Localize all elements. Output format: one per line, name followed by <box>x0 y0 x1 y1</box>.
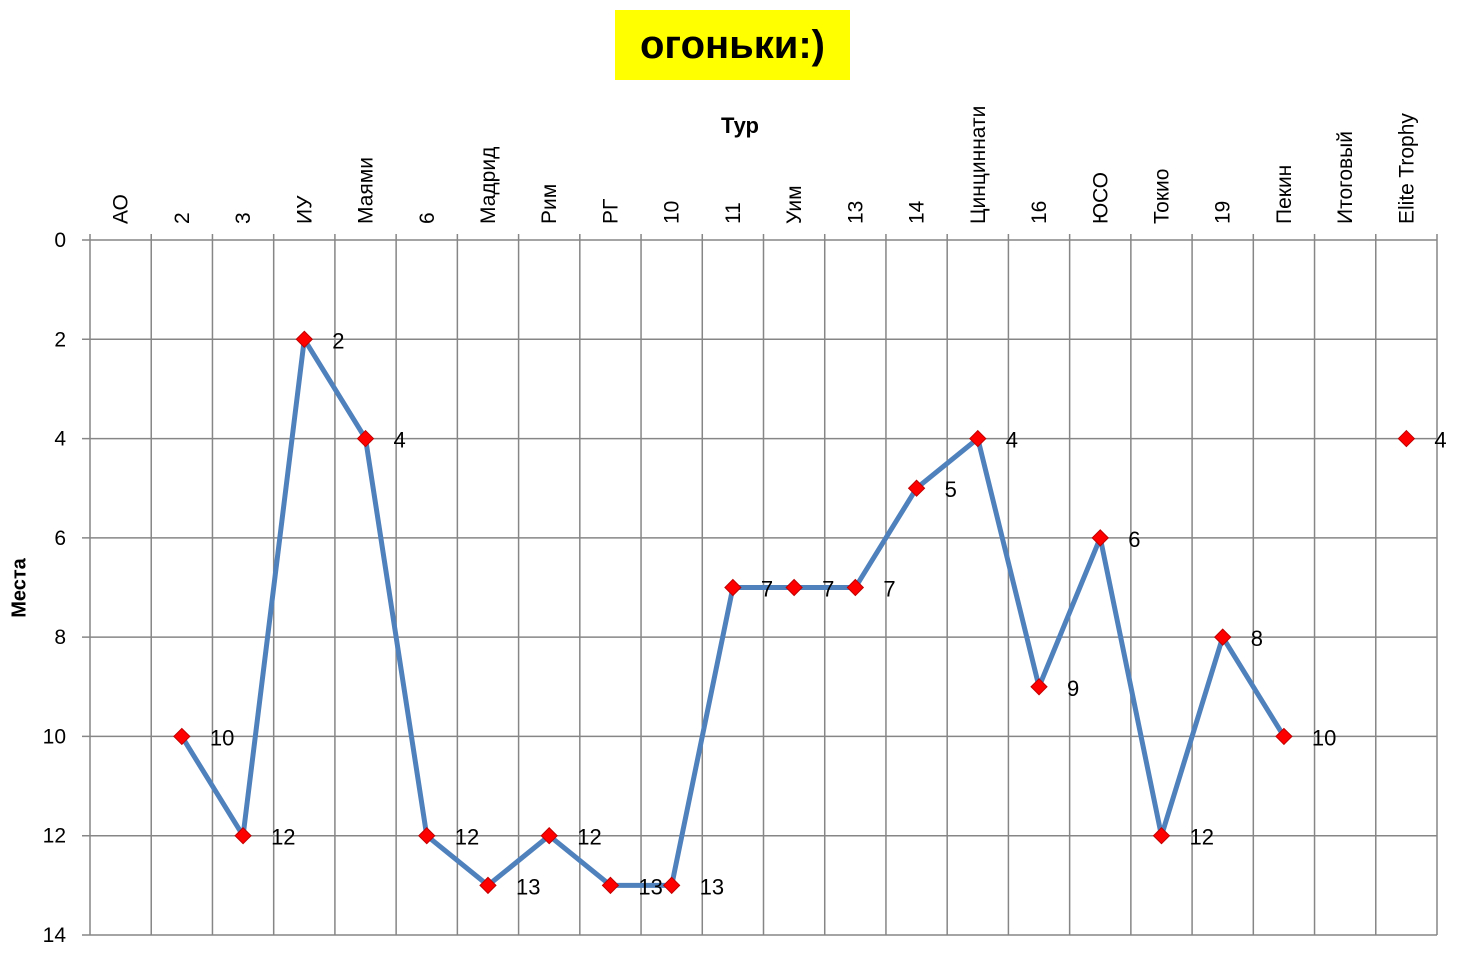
data-point <box>295 330 314 348</box>
data-point <box>969 429 987 448</box>
data-point <box>356 429 375 448</box>
y-tick-label: 14 <box>43 924 67 947</box>
data-label: 2 <box>332 328 344 353</box>
x-tick-label: ИУ <box>293 195 316 224</box>
data-label: 13 <box>700 874 724 899</box>
x-tick-label: Цинциннати <box>967 106 990 224</box>
data-label: 12 <box>1189 825 1213 850</box>
x-axis-title: Тур <box>721 113 759 138</box>
y-tick-label: 10 <box>43 725 66 748</box>
data-label: 6 <box>1128 527 1140 552</box>
x-tick-label: 13 <box>844 201 867 224</box>
data-point <box>724 578 742 597</box>
y-tick-label: 0 <box>54 229 66 252</box>
data-point <box>540 827 558 845</box>
x-tick-label: 3 <box>232 212 255 224</box>
y-tick-label: 4 <box>54 428 66 451</box>
x-tick-label: 11 <box>722 202 745 224</box>
data-label: 12 <box>271 825 295 850</box>
data-point <box>1091 529 1109 547</box>
data-point <box>846 578 865 597</box>
data-point <box>418 827 436 845</box>
y-tick-label: 8 <box>54 626 66 649</box>
series-line <box>179 336 1287 888</box>
data-label: 13 <box>638 874 662 899</box>
x-tick-label: 6 <box>416 212 439 224</box>
x-tick-label: Рим <box>538 184 561 224</box>
data-label: 7 <box>761 577 773 602</box>
data-label: 13 <box>516 874 540 899</box>
x-tick-label: Elite Trophy <box>1395 113 1418 224</box>
x-tick-label: Пекин <box>1273 165 1296 224</box>
data-point <box>1397 429 1416 448</box>
data-label: 7 <box>822 577 834 602</box>
data-point <box>173 727 191 746</box>
data-label: 7 <box>883 577 895 602</box>
x-tick-label: Итоговый <box>1334 131 1357 224</box>
data-point <box>1213 628 1232 646</box>
x-tick-label: ЮСО <box>1089 172 1112 224</box>
y-tick-label: 2 <box>54 328 66 351</box>
data-point <box>479 876 497 895</box>
data-point <box>1030 678 1048 696</box>
y-tick-label: 12 <box>43 825 66 848</box>
y-tick-label: 6 <box>54 527 66 550</box>
data-label: 5 <box>945 477 957 502</box>
x-tick-label: АО <box>110 194 133 224</box>
data-label: 12 <box>455 825 479 850</box>
data-label: 4 <box>1434 428 1446 453</box>
x-tick-label: 10 <box>661 201 684 224</box>
x-tick-label: 19 <box>1212 201 1235 224</box>
x-tick-label: 2 <box>171 212 194 224</box>
data-label: 10 <box>1312 725 1336 750</box>
x-tick-label: 14 <box>906 200 929 224</box>
data-point <box>1152 827 1171 845</box>
x-tick-label: Мадрид <box>477 147 500 224</box>
data-point <box>907 479 926 497</box>
x-tick-label: Уим <box>783 185 806 224</box>
x-tick-label: Токио <box>1150 169 1173 224</box>
x-tick-label: РГ <box>599 199 622 224</box>
data-label: 8 <box>1251 626 1263 651</box>
data-label: 12 <box>577 825 601 850</box>
data-point <box>234 827 252 845</box>
chart-title: огоньки:) <box>615 10 850 80</box>
x-tick-label: 16 <box>1028 201 1051 224</box>
data-label: 9 <box>1067 676 1079 701</box>
data-point <box>662 876 681 895</box>
data-label: 4 <box>394 428 406 453</box>
data-point <box>785 578 803 597</box>
data-label: 10 <box>210 725 234 750</box>
data-label: 4 <box>1006 428 1018 453</box>
x-tick-label: Маями <box>355 157 378 224</box>
data-point <box>601 876 620 895</box>
data-point <box>1275 727 1293 746</box>
